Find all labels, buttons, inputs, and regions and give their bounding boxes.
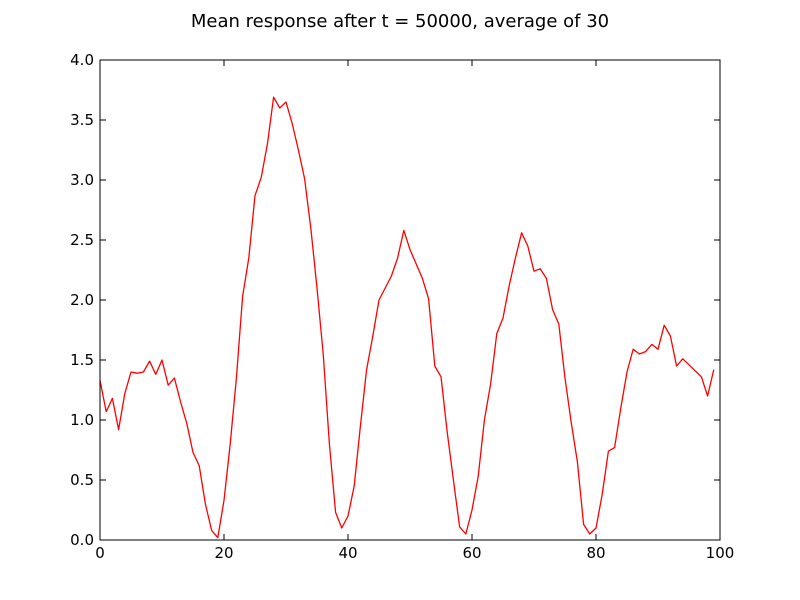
y-tick-label: 1.0 — [70, 411, 94, 429]
plot-frame — [99, 59, 721, 541]
series-layer — [99, 96, 715, 539]
y-tick-label: 2.5 — [70, 231, 94, 249]
series-line-0 — [99, 96, 715, 539]
x-tick-label: 40 — [338, 544, 357, 562]
y-tick-label: 4.0 — [70, 51, 94, 69]
y-tick-label: 1.5 — [70, 351, 94, 369]
chart-title: Mean response after t = 50000, average o… — [191, 11, 609, 32]
x-tick-label: 60 — [462, 544, 481, 562]
y-tick-label: 0.0 — [70, 531, 94, 549]
y-tick-label: 3.0 — [70, 171, 94, 189]
y-tick-label: 2.0 — [70, 291, 94, 309]
x-tick-label: 20 — [214, 544, 233, 562]
x-tick-label: 100 — [706, 544, 735, 562]
y-tick-label: 0.5 — [70, 471, 94, 489]
y-tick-label: 3.5 — [70, 111, 94, 129]
x-tick-label: 0 — [95, 544, 105, 562]
x-tick-label: 80 — [586, 544, 605, 562]
tick-labels-layer: 0 20 40 60 80 100 0.0 0.5 1.0 1.5 2.0 2.5 3.0 3.5 4.0 — [70, 51, 734, 562]
